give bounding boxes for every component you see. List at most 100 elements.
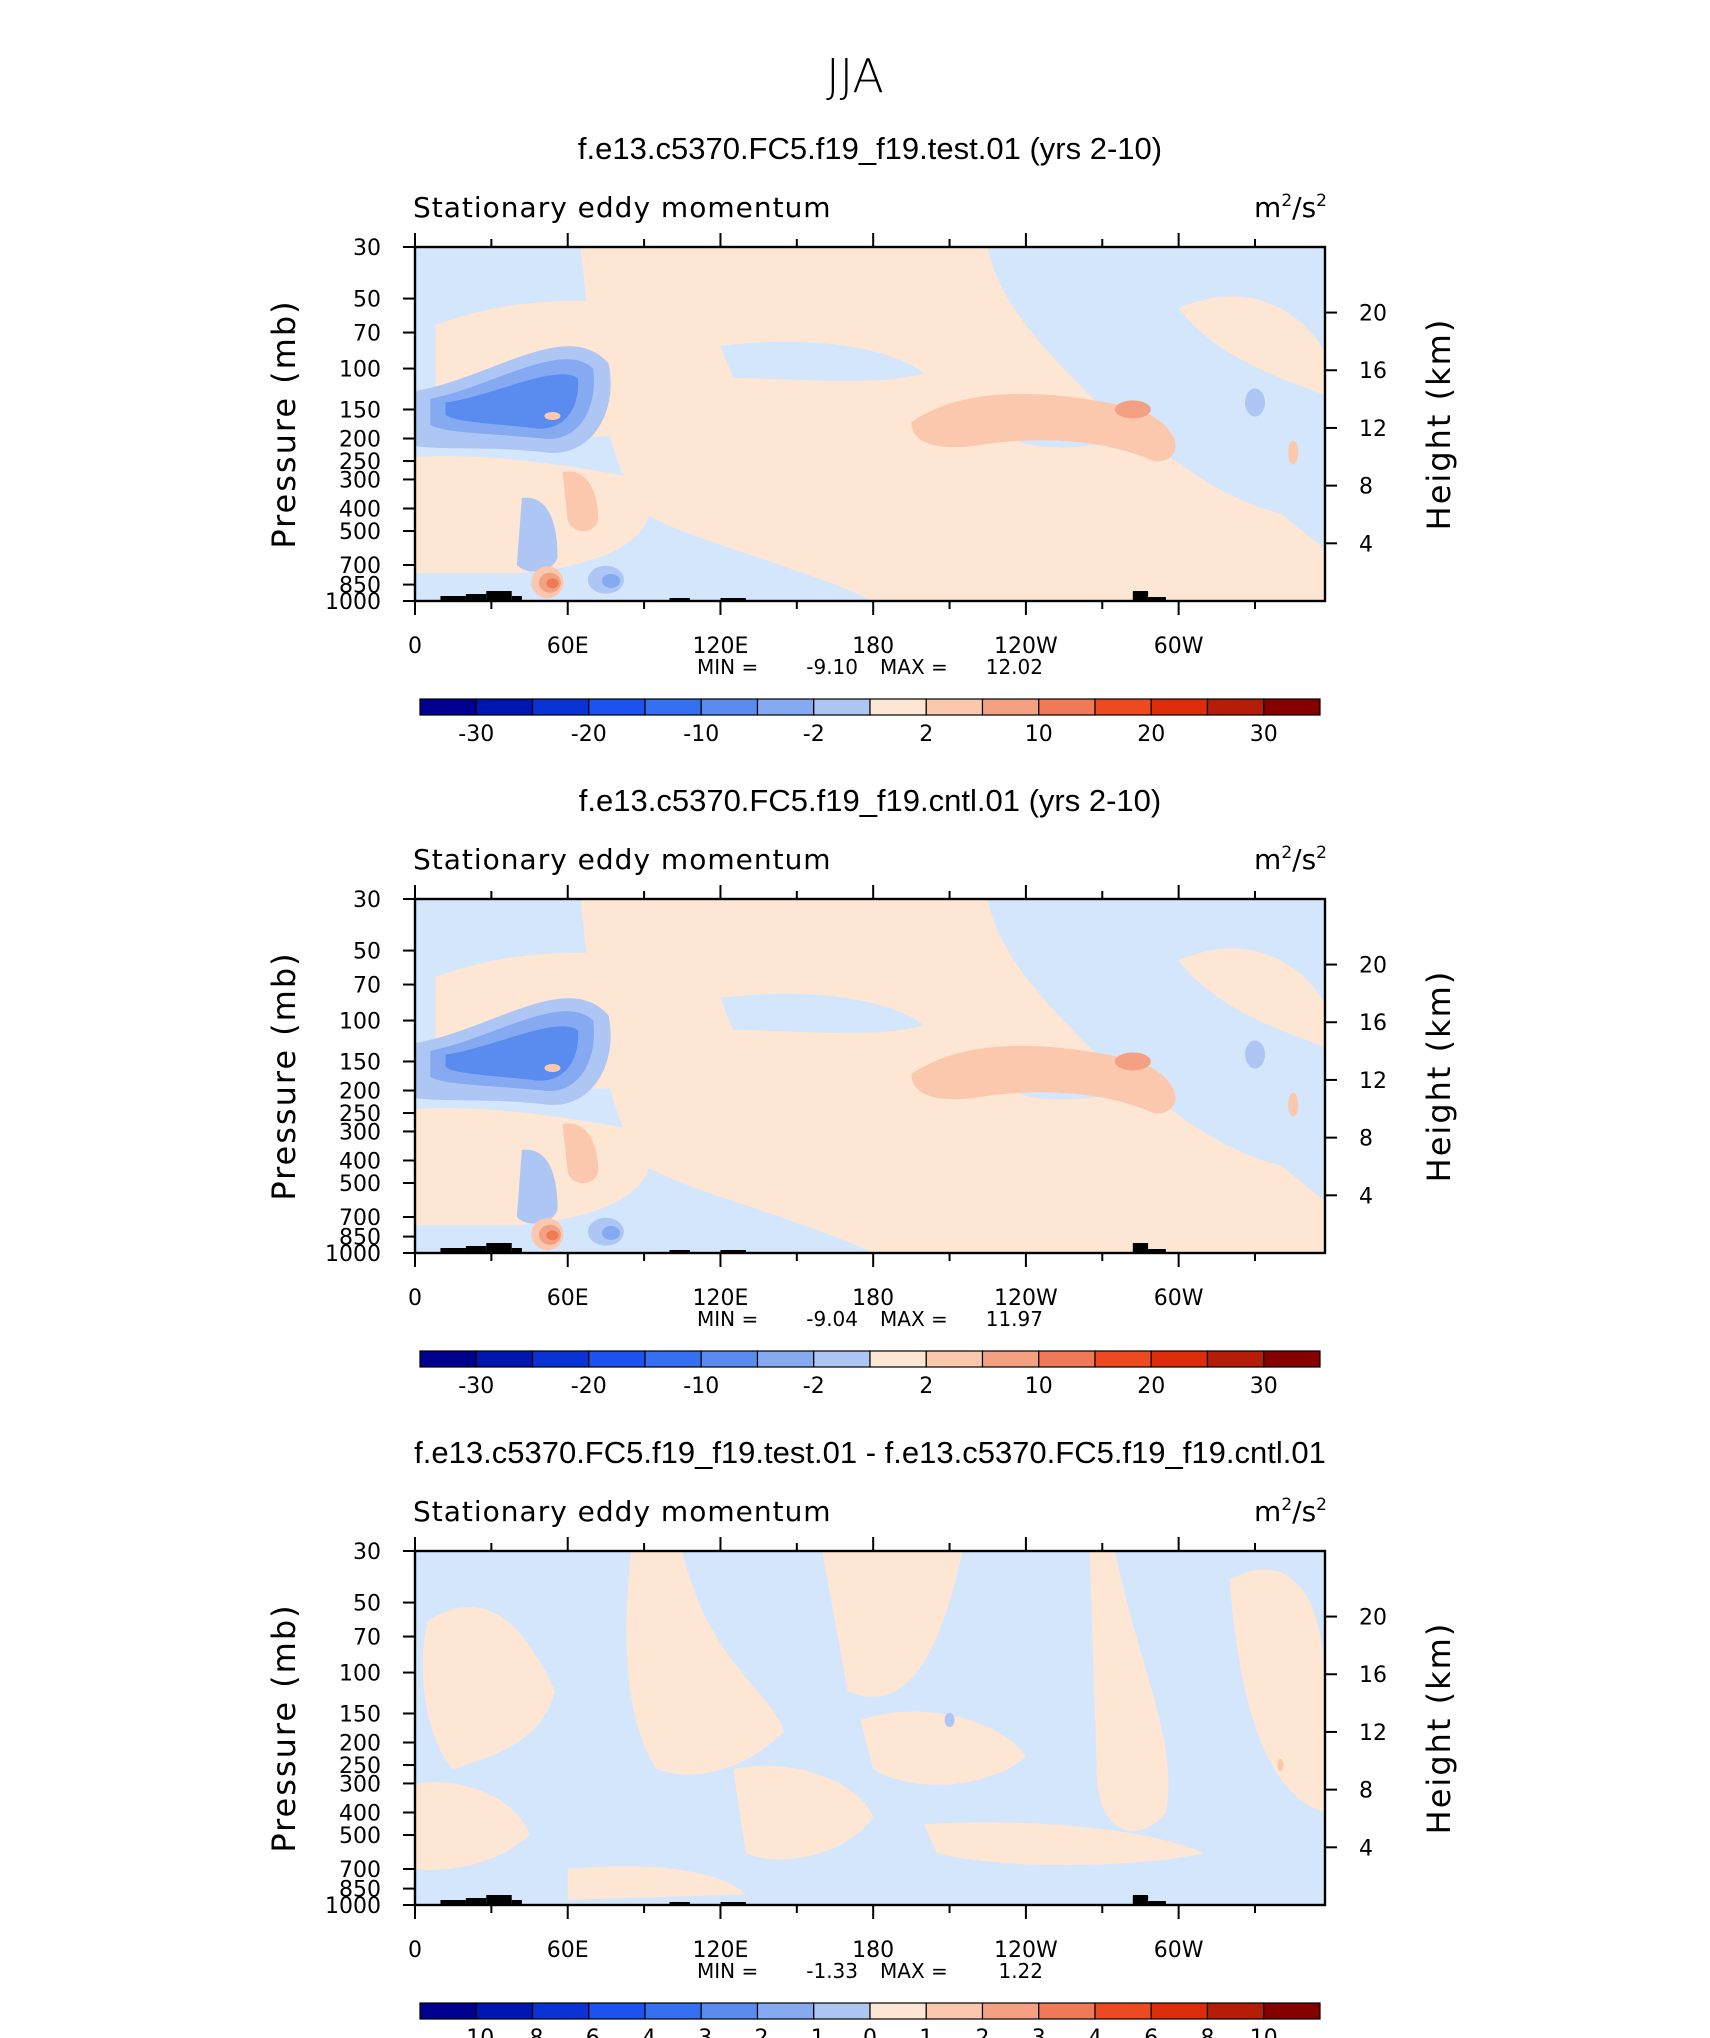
units-label: m2/s2 <box>1254 191 1327 224</box>
units-label: m2/s2 <box>1254 843 1327 876</box>
negative-column <box>516 497 558 572</box>
min-label: MIN = <box>697 655 758 679</box>
topography-bar <box>486 1243 512 1253</box>
positive-dot <box>544 1063 561 1072</box>
colorbar-box <box>869 2002 927 2020</box>
positive-dot <box>1288 440 1299 465</box>
y-tick-label: 250 <box>339 450 381 475</box>
max-label: MAX = <box>880 655 948 679</box>
colorbar-box <box>756 698 815 716</box>
y-tick-label: 300 <box>339 1120 381 1145</box>
colorbar-box <box>531 1350 590 1368</box>
positive-column <box>562 471 599 532</box>
units-exponent: 2 <box>1281 843 1292 863</box>
topography-bar <box>465 1898 487 1905</box>
colorbar-box <box>756 1350 815 1368</box>
topography-bar <box>465 1246 487 1253</box>
colorbar-label: -20 <box>571 1374 607 1399</box>
topography-bar <box>511 1248 522 1253</box>
contour-field <box>415 247 1325 601</box>
y-tick-label: 200 <box>339 428 381 453</box>
topography-bar <box>720 598 746 601</box>
colorbar-label: -8 <box>522 2026 544 2038</box>
max-label: MAX = <box>880 1959 948 1983</box>
negative-column <box>516 1149 558 1224</box>
positive-maximum <box>911 1045 1176 1114</box>
positive-region <box>860 1711 1026 1785</box>
colorbar-box <box>700 2002 759 2020</box>
y-tick-label: 850 <box>339 1226 381 1251</box>
positive-region <box>626 1551 785 1775</box>
colorbar-box <box>700 1350 759 1368</box>
colorbar-label: 4 <box>1088 2026 1102 2038</box>
y-tick-label: 400 <box>339 1801 381 1826</box>
colorbar-label: -10 <box>458 2026 494 2038</box>
colorbar-box <box>1038 698 1096 716</box>
colorbar-box <box>1150 1350 1209 1368</box>
topography-bar <box>440 596 466 601</box>
topography-bar <box>1148 1901 1166 1905</box>
y-tick-label: 700 <box>339 1206 381 1231</box>
colorbar-box <box>588 2002 646 2020</box>
topography-bar <box>1148 597 1166 601</box>
colorbar-label: 20 <box>1137 722 1165 747</box>
positive-region <box>1089 1551 1169 1832</box>
y-tick-label: 100 <box>339 1662 381 1687</box>
topography <box>440 1895 1166 1905</box>
topography-bar <box>1132 1243 1149 1253</box>
colorbar-box <box>869 1350 927 1368</box>
units-separator: /s <box>1292 843 1316 876</box>
y-tick-label: 250 <box>339 1754 381 1779</box>
y-tick-label: 500 <box>339 520 381 545</box>
x-tick-label: 60E <box>547 634 589 659</box>
y-tick-label: 250 <box>339 1102 381 1127</box>
units-separator: /s <box>1292 1495 1316 1528</box>
panel-title: f.e13.c5370.FC5.f19_f19.cntl.01 (yrs 2-1… <box>579 783 1161 818</box>
contour-field <box>415 1551 1325 1905</box>
y-tick-label: 70 <box>353 974 381 999</box>
colorbar-box <box>925 698 984 716</box>
height-tick-label: 4 <box>1359 1184 1373 1209</box>
colorbar-label: 2 <box>976 2026 990 2038</box>
colorbar-box <box>531 698 590 716</box>
y-axis-label: Pressure (mb) <box>265 299 303 548</box>
negative-blob <box>602 1225 620 1240</box>
max-value: 12.02 <box>986 655 1043 679</box>
y-tick-label: 150 <box>339 1702 381 1727</box>
colorbar-box <box>1150 698 1209 716</box>
colorbar-box <box>1094 698 1152 716</box>
height-tick-label: 20 <box>1359 1606 1387 1631</box>
y-tick-label: 850 <box>339 1878 381 1903</box>
colorbar-label: 2 <box>919 722 933 747</box>
x-tick-label: 0 <box>408 1938 422 1963</box>
colorbar-box <box>1038 1350 1096 1368</box>
units-exponent: 2 <box>1281 1495 1292 1515</box>
colorbar-box <box>981 698 1040 716</box>
y-tick-label: 1000 <box>325 590 381 615</box>
x-tick-label: 120E <box>693 1938 749 1963</box>
y-tick-label: 300 <box>339 468 381 493</box>
negative-pocket <box>720 993 925 1033</box>
units-separator: /s <box>1292 191 1316 224</box>
units-exponent: 2 <box>1316 1495 1327 1515</box>
x-tick-label: 0 <box>408 1286 422 1311</box>
x-tick-label: 60W <box>1154 634 1204 659</box>
positive-region <box>924 1822 1205 1866</box>
colorbar-box <box>925 2002 984 2020</box>
positive-region <box>1178 948 1325 1048</box>
positive-maximum <box>911 393 1176 462</box>
colorbar-label: 2 <box>919 1374 933 1399</box>
units-base: m <box>1254 843 1281 876</box>
min-label: MIN = <box>697 1959 758 1983</box>
colorbar-box <box>813 2002 871 2020</box>
positive-region <box>822 1551 963 1697</box>
y-tick-label: 70 <box>353 1626 381 1651</box>
y-tick-label: 50 <box>353 288 381 313</box>
colorbar-box <box>419 1350 477 1368</box>
y-tick-label: 30 <box>353 1540 381 1565</box>
units-base: m <box>1254 191 1281 224</box>
colorbar-label: 20 <box>1137 1374 1165 1399</box>
topography <box>440 1243 1166 1253</box>
y-tick-label: 500 <box>339 1172 381 1197</box>
